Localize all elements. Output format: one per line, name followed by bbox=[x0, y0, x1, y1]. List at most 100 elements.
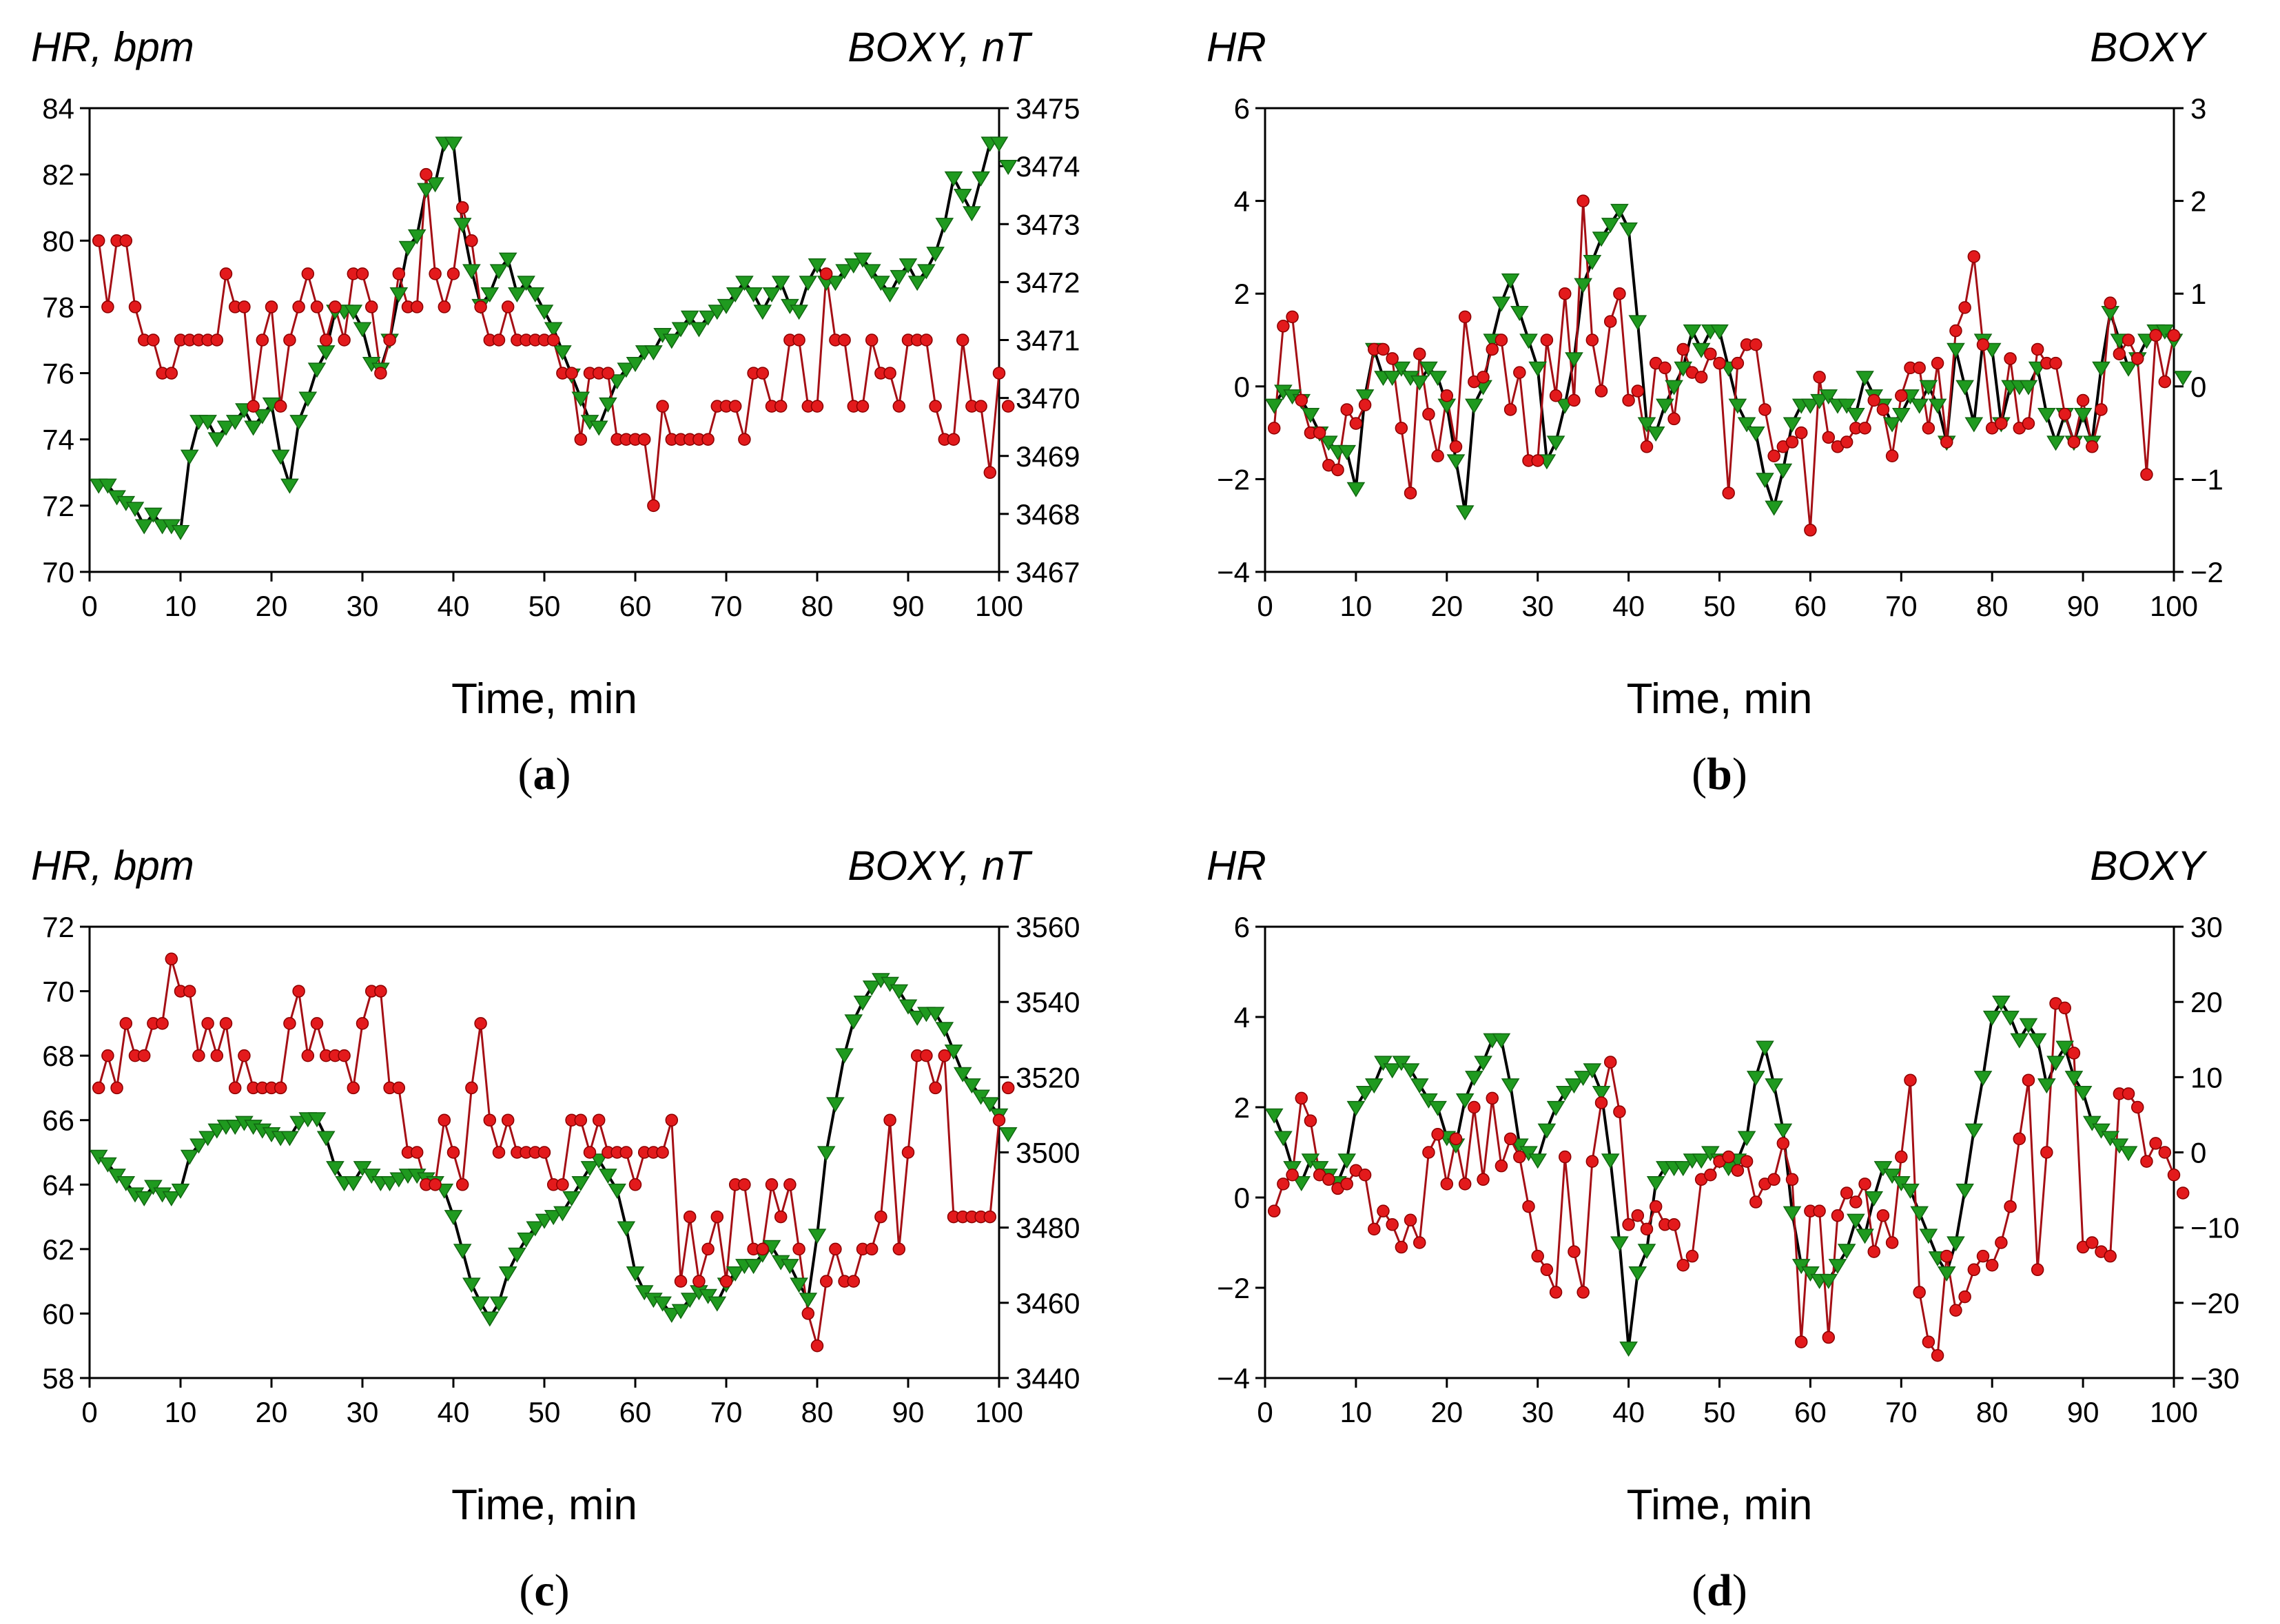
hr-point bbox=[2031, 1263, 2044, 1277]
hr-point bbox=[1413, 1236, 1426, 1249]
hr-point bbox=[247, 400, 260, 413]
hr-point bbox=[256, 333, 269, 347]
boxy-point bbox=[1519, 333, 1538, 349]
boxy-point bbox=[162, 1191, 181, 1206]
x-tick-label: 70 bbox=[1885, 590, 1918, 622]
hr-point bbox=[1731, 356, 1745, 370]
boxy-point bbox=[1410, 375, 1429, 391]
boxy-point bbox=[1492, 1033, 1511, 1049]
hr-point bbox=[1486, 342, 1499, 356]
boxy-point bbox=[653, 1296, 672, 1312]
hr-point bbox=[783, 1178, 797, 1191]
y-right-tick-label: 0 bbox=[2190, 1137, 2206, 1169]
hr-point bbox=[137, 1049, 151, 1062]
y-right-tick-label: 3480 bbox=[1016, 1212, 1080, 1244]
hr-point bbox=[2058, 1001, 2071, 1015]
boxy-point bbox=[453, 1244, 472, 1260]
y-right-tick-label: 3500 bbox=[1016, 1137, 1080, 1169]
boxy-point bbox=[171, 524, 190, 540]
hr-point bbox=[701, 433, 715, 446]
boxy-point bbox=[508, 1247, 526, 1263]
hr-point bbox=[374, 367, 387, 380]
hr-point bbox=[1277, 1178, 1290, 1191]
hr-point bbox=[792, 333, 805, 347]
hr-point bbox=[1431, 449, 1444, 462]
x-tick-label: 20 bbox=[256, 590, 288, 622]
boxy-point bbox=[808, 258, 827, 274]
boxy-point bbox=[298, 391, 318, 407]
boxy-point bbox=[134, 519, 154, 535]
hr-point bbox=[819, 267, 833, 280]
hr-point bbox=[310, 300, 324, 314]
boxy-point bbox=[1583, 254, 1602, 270]
boxy-point bbox=[799, 276, 818, 291]
hr-point bbox=[92, 234, 105, 247]
hr-point bbox=[2095, 403, 2108, 416]
boxy-point bbox=[617, 362, 636, 378]
hr-point bbox=[892, 1242, 906, 1256]
boxy-point bbox=[644, 345, 663, 361]
left-axis-title: HR bbox=[1206, 843, 1266, 889]
hr-point bbox=[583, 1146, 597, 1159]
hr-point bbox=[1458, 310, 1472, 324]
boxy-point bbox=[316, 1131, 336, 1147]
hr-point bbox=[429, 1178, 442, 1191]
y-right-tick-label: 3467 bbox=[1016, 556, 1080, 588]
hr-point bbox=[2104, 1249, 2117, 1263]
hr-point bbox=[274, 400, 287, 413]
y-right-tick-label: −2 bbox=[2190, 556, 2223, 588]
y-left-tick-label: 62 bbox=[42, 1233, 74, 1266]
hr-point bbox=[2149, 1137, 2162, 1150]
x-tick-label: 90 bbox=[2067, 590, 2099, 622]
boxy-point bbox=[790, 305, 808, 320]
boxy-point bbox=[444, 136, 463, 152]
hr-point bbox=[1958, 1290, 1971, 1304]
hr-point bbox=[1776, 1137, 1790, 1150]
hr-point bbox=[2058, 407, 2071, 421]
boxy-point bbox=[2037, 408, 2056, 424]
hr-point bbox=[438, 300, 451, 314]
hr-point bbox=[574, 433, 588, 446]
x-tick-label: 70 bbox=[710, 1396, 743, 1428]
boxy-point bbox=[1310, 1161, 1329, 1177]
boxy-point bbox=[144, 507, 163, 523]
boxy-point bbox=[708, 305, 727, 320]
y-right-tick-label: 3520 bbox=[1016, 1061, 1080, 1093]
boxy-point bbox=[699, 1288, 717, 1304]
hr-point bbox=[1277, 320, 1290, 333]
y-left-tick-label: 2 bbox=[1234, 1091, 1250, 1124]
boxy-point bbox=[680, 1293, 699, 1308]
hr-point bbox=[2149, 329, 2162, 342]
hr-point bbox=[1967, 1263, 1981, 1277]
boxy-point bbox=[1610, 203, 1629, 219]
boxy-point bbox=[1264, 1108, 1284, 1124]
boxy-point bbox=[2028, 1033, 2047, 1049]
hr-point bbox=[119, 1017, 133, 1030]
boxy-point bbox=[462, 264, 481, 280]
hr-point bbox=[128, 300, 142, 314]
hr-point bbox=[238, 1049, 251, 1062]
boxy-point bbox=[2119, 1146, 2138, 1162]
hr-point bbox=[738, 1178, 751, 1191]
boxy-point bbox=[225, 1120, 245, 1135]
hr-point bbox=[1358, 398, 1372, 411]
hr-point bbox=[883, 1113, 896, 1127]
hr-point bbox=[1531, 1249, 1544, 1263]
boxy-point bbox=[1574, 1071, 1592, 1087]
hr-point bbox=[1722, 1150, 1735, 1164]
boxy-point bbox=[599, 1169, 617, 1184]
boxy-point bbox=[744, 287, 763, 303]
boxy-point bbox=[1746, 426, 1765, 442]
hr-point bbox=[2013, 1132, 2026, 1146]
hr-point bbox=[1794, 1335, 1808, 1348]
y-left-tick-label: 6 bbox=[1234, 92, 1250, 125]
boxy-point bbox=[608, 1183, 626, 1199]
boxy-point bbox=[662, 333, 681, 349]
boxy-point bbox=[907, 276, 927, 291]
boxy-point bbox=[835, 1048, 854, 1064]
hr-point bbox=[1613, 1105, 1626, 1118]
boxy-point bbox=[508, 287, 526, 303]
hr-point bbox=[119, 234, 133, 247]
boxy-point bbox=[907, 1010, 927, 1026]
boxy-point bbox=[872, 276, 890, 291]
